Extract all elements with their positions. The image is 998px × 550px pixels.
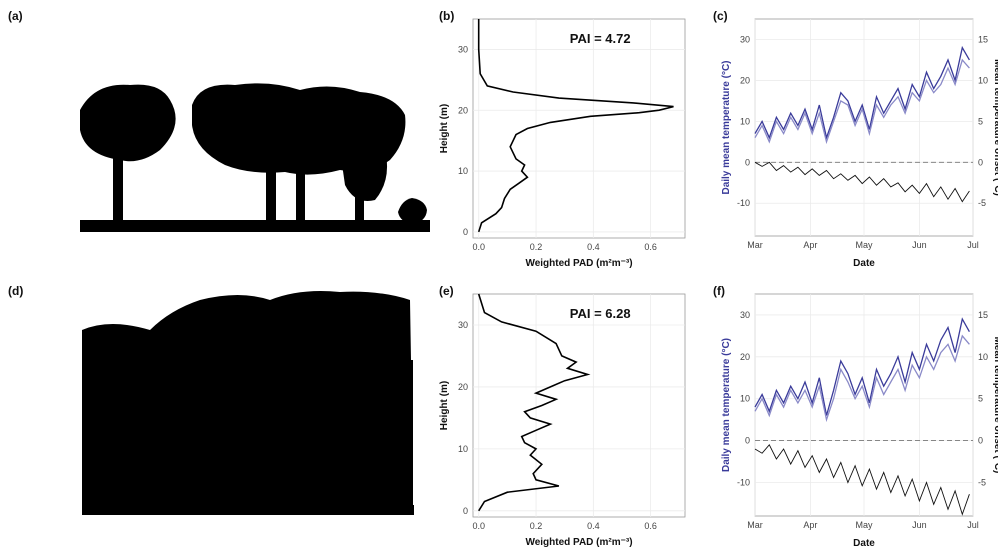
y-right-tick-label: 5 [978,394,983,404]
chart-panel-e: 0.0 0.2 0.4 0.6 0 10 20 30 PAI = 6.28 Weighted PA… [439,293,686,548]
y-right-tick-label: 0 [978,157,983,167]
x-tick-label: 0.6 [644,521,657,531]
x-axis-title: Weighted PAD (m²m⁻³) [525,258,632,269]
y-tick-label: 10 [458,166,468,176]
y-tick-label: 30 [458,44,468,54]
pai-annotation: PAI = 4.72 [570,31,631,46]
plot-area [472,293,686,518]
panel-label-f: (f) [713,284,725,298]
temperature-line-2 [754,58,970,145]
x-tick-label: May [855,520,873,530]
y-right-tick-label: 5 [978,116,983,126]
y-tick-label: 0 [745,157,750,167]
pad-profile-line [477,293,591,512]
y-axis-title: Height (m) [439,381,450,430]
x-tick-label: Jul [967,520,979,530]
pai-annotation: PAI = 6.28 [570,306,631,321]
x-tick-label: May [855,240,873,250]
panel-label-a: (a) [8,9,23,23]
tree-silhouette-d [82,291,414,515]
y-right-tick-label: 10 [978,352,988,362]
x-axis-title: Date [853,258,875,269]
y-right-axis-title: Mean temperature offset (°C) [992,59,998,196]
pad-profile-line [477,19,674,233]
y-axis-title: Daily mean temperature (°C) [721,338,732,472]
y-tick-label: -10 [737,477,750,487]
tree-silhouette-a [80,83,430,232]
offset-line [754,443,970,516]
temperature-line-1 [754,45,970,141]
panel-label-b: (b) [439,9,454,23]
y-right-tick-label: 0 [978,436,983,446]
y-tick-label: 20 [458,382,468,392]
x-tick-label: 0.6 [644,242,657,252]
y-right-tick-label: 10 [978,75,988,85]
x-tick-label: Jun [912,520,927,530]
x-tick-label: 0.0 [472,242,485,252]
y-tick-label: 10 [740,394,750,404]
y-right-tick-label: -5 [978,477,986,487]
offset-line [754,161,970,203]
y-right-tick-label: 15 [978,310,988,320]
y-tick-label: 0 [745,436,750,446]
y-axis-title: Height (m) [439,104,450,153]
y-tick-label: 20 [740,352,750,362]
x-tick-label: Apr [803,240,817,250]
plot-area [472,18,686,239]
y-right-axis-title: Mean temperature offset (°C) [992,337,998,474]
x-axis-title: Weighted PAD (m²m⁻³) [525,537,632,548]
x-axis-title: Date [853,538,875,549]
y-tick-label: 30 [740,310,750,320]
y-tick-label: 0 [463,506,468,516]
y-tick-label: 30 [740,34,750,44]
x-tick-label: 0.4 [587,242,600,252]
y-tick-label: 20 [458,105,468,115]
temperature-line-2 [754,334,970,423]
y-tick-label: 10 [740,116,750,126]
x-tick-label: Mar [747,520,763,530]
y-right-tick-label: -5 [978,198,986,208]
panel-label-d: (d) [8,284,23,298]
x-tick-label: Jun [912,240,927,250]
panel-label-c: (c) [713,9,728,23]
temperature-line-1 [754,317,970,416]
y-tick-label: 10 [458,444,468,454]
x-tick-label: 0.2 [530,521,543,531]
x-tick-label: 0.2 [530,242,543,252]
x-tick-label: Jul [967,240,979,250]
y-tick-label: -10 [737,198,750,208]
x-tick-label: 0.4 [587,521,600,531]
chart-panel-b: 0.0 0.2 0.4 0.6 0 10 20 30 PAI = 4.72 Weighted PA… [439,18,686,269]
y-axis-title: Daily mean temperature (°C) [721,60,732,194]
panel-label-e: (e) [439,284,454,298]
chart-panel-c: Mar Apr May Jun Jul -10 0 10 20 30 -5 0 5 10 15 Date Dai… [721,18,998,269]
x-tick-label: Mar [747,240,763,250]
x-tick-label: 0.0 [472,521,485,531]
y-tick-label: 30 [458,320,468,330]
y-right-tick-label: 15 [978,34,988,44]
x-tick-label: Apr [803,520,817,530]
y-tick-label: 20 [740,75,750,85]
y-tick-label: 0 [463,227,468,237]
chart-panel-f: Mar Apr May Jun Jul -10 0 10 20 30 -5 0 5 10 15 Date Dai… [721,293,998,549]
